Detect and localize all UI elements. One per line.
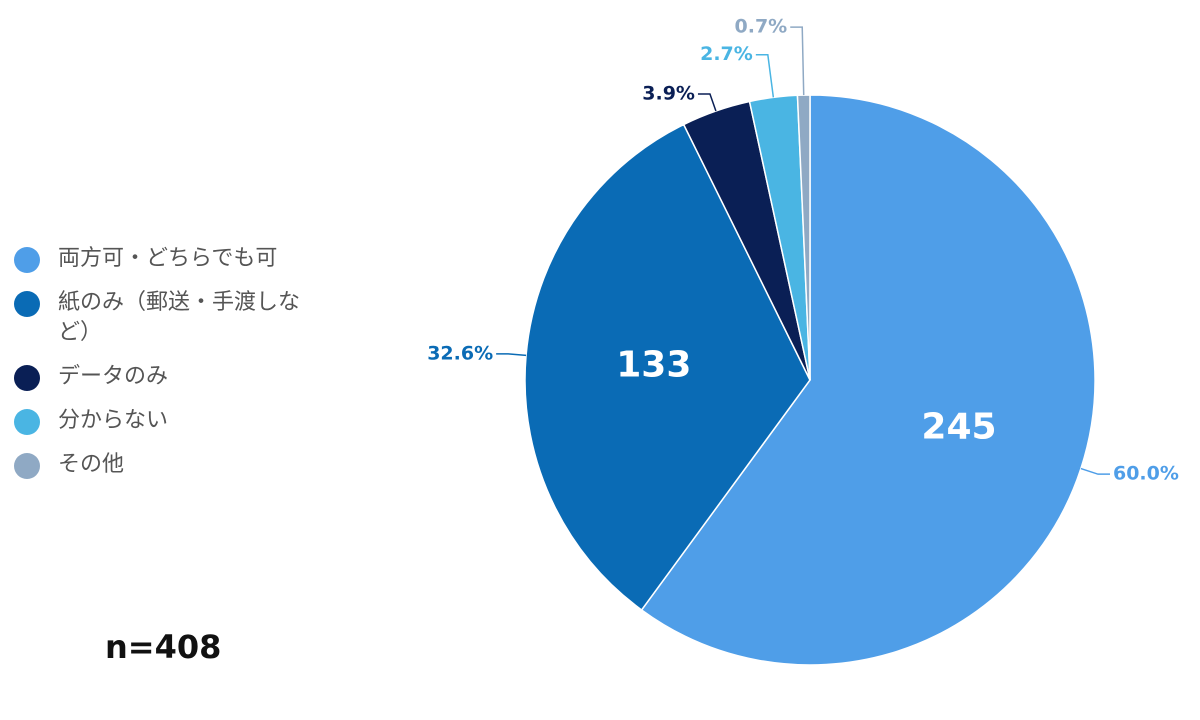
legend-label: その他: [58, 452, 125, 477]
value-label: 0.7%: [735, 16, 788, 38]
legend-item: 紙のみ（郵送・手渡しなど）: [14, 288, 323, 348]
legend: 両方可・どちらでも可紙のみ（郵送・手渡しなど） データのみ分からないその他: [14, 244, 323, 494]
leader-line: [697, 93, 717, 112]
legend-label: データのみ: [58, 364, 169, 389]
pie-slice: [640, 94, 1096, 666]
count-label: 245: [921, 407, 996, 448]
leader-line: [496, 353, 527, 357]
legend-label: 分からない: [58, 408, 169, 433]
count-label: 133: [616, 344, 691, 385]
legend-swatch: [14, 365, 40, 391]
sample-size: n=408: [105, 628, 222, 666]
value-label: 60.0%: [1113, 463, 1179, 485]
legend-item: 分からない: [14, 406, 323, 436]
legend-item: データのみ: [14, 362, 323, 392]
value-label: 3.9%: [642, 82, 695, 104]
leader-line: [1080, 467, 1110, 475]
legend-swatch: [14, 409, 40, 435]
leader-line: [755, 53, 775, 98]
legend-swatch: [14, 247, 40, 273]
legend-label: 両方可・どちらでも可: [58, 246, 278, 271]
legend-swatch: [14, 453, 40, 479]
leader-line: [790, 26, 805, 96]
pie-slice: [796, 94, 811, 381]
legend-label: 紙のみ（郵送・手渡しなど）: [58, 290, 301, 345]
legend-item: 両方可・どちらでも可: [14, 244, 323, 274]
value-label: 32.6%: [427, 342, 493, 364]
legend-swatch: [14, 291, 40, 317]
legend-item: その他: [14, 450, 323, 480]
value-label: 2.7%: [700, 43, 753, 65]
